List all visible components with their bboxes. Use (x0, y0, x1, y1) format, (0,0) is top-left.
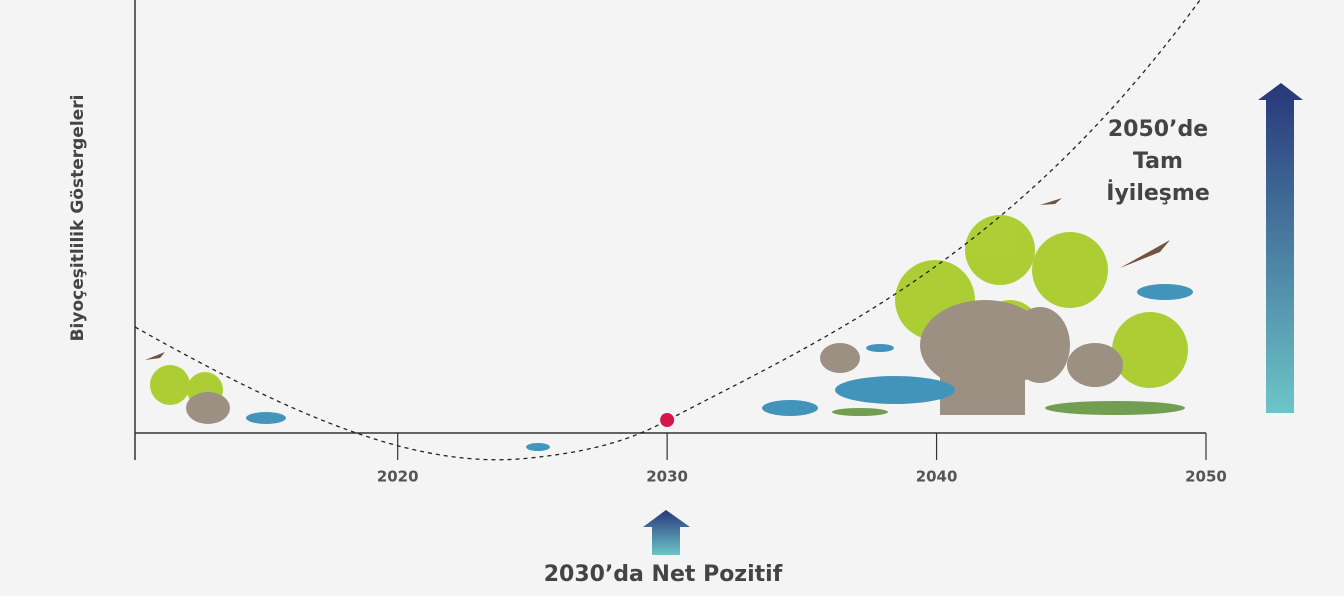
annotation: İyileşme (1106, 180, 1209, 206)
y-axis-label: Biyoçeşitlilik Göstergeleri (68, 95, 88, 342)
trend-curve (134, 0, 1201, 461)
recovery-arrow (1258, 83, 1303, 413)
x-tick-label: 2050 (1185, 468, 1227, 486)
net-positive-arrow (643, 510, 690, 555)
annotation: 2050’de (1108, 117, 1208, 142)
annotation: 2030’da Net Pozitif (544, 562, 783, 587)
x-tick-label: 2020 (377, 468, 419, 486)
annotation: Tam (1133, 149, 1183, 174)
x-tick-label: 2030 (646, 468, 688, 486)
x-tick-label: 2040 (916, 468, 958, 486)
highlight-marker (660, 413, 675, 427)
illustration (145, 198, 1193, 451)
